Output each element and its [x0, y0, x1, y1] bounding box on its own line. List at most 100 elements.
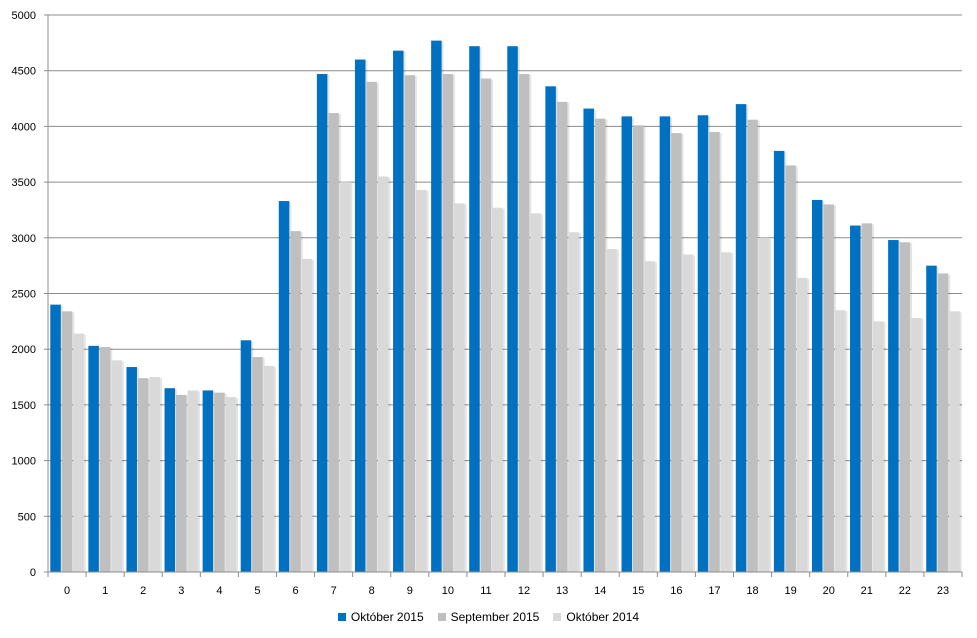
- bar: [735, 104, 747, 573]
- bar: [899, 242, 911, 573]
- bar: [149, 377, 160, 572]
- bar: [176, 394, 187, 572]
- bar: [99, 346, 111, 572]
- bars: [50, 40, 962, 573]
- y-tick-label: 500: [18, 511, 36, 523]
- bar: [252, 356, 263, 572]
- bar: [861, 223, 873, 572]
- bar: [530, 213, 541, 573]
- bar: [214, 392, 225, 572]
- bar: [633, 125, 644, 572]
- y-tick-label: 5000: [12, 10, 36, 22]
- bar: [290, 231, 301, 572]
- x-tick-label: 4: [216, 585, 222, 597]
- x-tick-label: 11: [480, 585, 491, 597]
- bar: [758, 237, 770, 573]
- x-tick-label: 6: [292, 585, 298, 597]
- y-tick-label: 1000: [12, 456, 36, 468]
- x-tick-label: 14: [594, 585, 606, 597]
- legend: Október 2015 September 2015 Október 2014: [0, 606, 977, 628]
- bar: [354, 59, 366, 573]
- legend-label: Október 2015: [350, 610, 424, 624]
- bar: [404, 75, 416, 572]
- x-tick-label: 5: [254, 585, 260, 597]
- bar: [416, 189, 427, 572]
- x-tick-label: 12: [518, 585, 530, 597]
- x-tick-label: 22: [899, 585, 911, 597]
- bar: [278, 201, 290, 572]
- bar: [545, 86, 556, 573]
- x-tick-label: 20: [823, 585, 835, 597]
- bar: [785, 165, 796, 572]
- bar: [873, 321, 884, 572]
- bar: [263, 365, 275, 572]
- bar: [50, 304, 61, 572]
- bar: [377, 176, 389, 572]
- x-tick-label: 10: [442, 585, 454, 597]
- bar: [926, 265, 937, 572]
- bar: [911, 318, 922, 572]
- x-tick-label: 2: [140, 585, 146, 597]
- x-tick-label: 18: [746, 585, 758, 597]
- x-tick-label: 19: [785, 585, 797, 597]
- y-axis: 0 500 1000 1500 2000 2500 3000 3500 4000 4500 5000: [12, 10, 49, 579]
- bar: [480, 78, 492, 573]
- bar: [773, 150, 785, 572]
- legend-swatch: [337, 613, 346, 621]
- bar: [644, 261, 656, 572]
- bar: [301, 258, 313, 572]
- bar: [431, 40, 442, 572]
- bar: [454, 203, 465, 573]
- x-tick-label: 21: [861, 585, 873, 597]
- bar: [659, 116, 671, 573]
- bar: [187, 390, 199, 572]
- bar: [606, 248, 617, 572]
- bar: [671, 133, 682, 573]
- bar-chart: 0 500 1000 1500 2000 2500 3000 3500 4000 4500 5000…: [12, 10, 963, 597]
- bar: [88, 345, 99, 572]
- bar: [126, 367, 137, 572]
- bar: [469, 46, 480, 572]
- x-tick-label: 7: [331, 585, 337, 597]
- bar: [518, 74, 530, 573]
- y-tick-label: 1500: [12, 400, 36, 412]
- bar: [850, 225, 861, 572]
- x-tick-label: 0: [64, 585, 70, 597]
- bar: [949, 311, 960, 572]
- bar: [568, 232, 579, 573]
- bar: [137, 378, 149, 572]
- bar: [442, 74, 454, 573]
- bar: [682, 254, 694, 572]
- bar: [366, 81, 377, 572]
- bar: [811, 199, 823, 572]
- bar: [225, 397, 237, 572]
- x-tick-label: 3: [178, 585, 184, 597]
- x-tick-label: 23: [937, 585, 949, 597]
- bar: [339, 182, 351, 572]
- y-tick-label: 3000: [12, 233, 36, 245]
- legend-item: Október 2014: [553, 610, 639, 624]
- legend-item: September 2015: [437, 610, 540, 624]
- x-tick-label: 9: [407, 585, 413, 597]
- x-tick-label: 13: [556, 585, 568, 597]
- y-tick-label: 4000: [12, 121, 36, 133]
- y-tick-label: 3500: [12, 177, 36, 189]
- legend-label: September 2015: [450, 610, 540, 624]
- bar: [937, 273, 949, 572]
- bar: [164, 388, 176, 572]
- bar: [709, 131, 720, 572]
- bar: [111, 360, 122, 572]
- bar: [61, 311, 73, 572]
- bar: [328, 113, 339, 573]
- bar: [834, 310, 846, 572]
- x-axis: 0 1 2 3 4 5 6 7 8 9 10 11 12 13 14 15 16 17 18 19 20 21 22 23: [47, 571, 963, 597]
- bar: [583, 108, 594, 573]
- x-tick-label: 17: [708, 585, 720, 597]
- bar: [796, 277, 808, 572]
- bar: [393, 50, 404, 572]
- bar: [594, 118, 606, 573]
- x-tick-label: 8: [369, 585, 375, 597]
- legend-swatch: [553, 613, 562, 621]
- x-tick-label: 1: [102, 585, 108, 597]
- bar: [823, 204, 834, 572]
